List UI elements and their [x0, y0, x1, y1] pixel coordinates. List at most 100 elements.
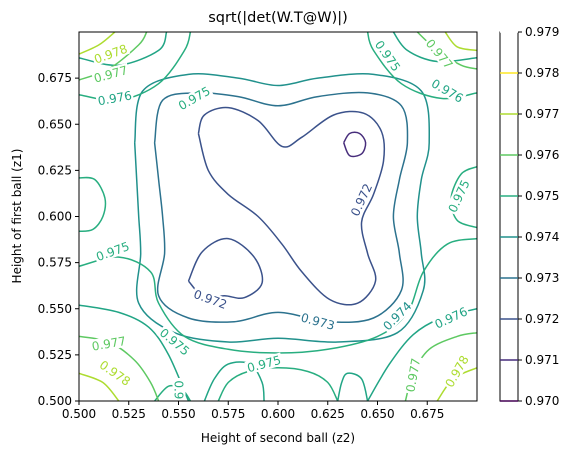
contour-line-0.975 [79, 237, 477, 354]
contour-label: 0.975 [174, 83, 214, 113]
contour-label-bg [91, 62, 131, 85]
colorbar-tick-label: 0.979 [525, 25, 559, 39]
colorbar-tick-label: 0.978 [525, 66, 559, 80]
y-axis-label: Height of first ball (z1) [10, 149, 24, 284]
y-tick-label: 0.575 [38, 256, 72, 270]
contour-line-0.975 [79, 32, 192, 102]
colorbar-tick-label: 0.976 [525, 148, 559, 162]
contour-lines [79, 32, 477, 401]
x-axis-label: Height of second ball (z2) [201, 431, 355, 445]
contour-line-0.978 [79, 32, 116, 55]
contour-label-bg [298, 310, 338, 333]
contour-label-bg [244, 352, 284, 375]
contour-label-bg [91, 41, 131, 67]
chart-title: sqrt(|det(W.T@W)|) [208, 10, 348, 26]
contour-label-text: 0.9 [172, 380, 186, 399]
contour-label: 0.975 [93, 238, 133, 264]
colorbar-tick-label: 0.972 [525, 312, 559, 326]
contour-label: 0.975 [244, 352, 284, 375]
contour-label-text: 0.977 [403, 357, 423, 393]
contour-label: 0.9 [172, 377, 186, 402]
x-tick-label: 0.675 [410, 407, 444, 421]
y-tick-label: 0.625 [38, 163, 72, 177]
contour-label-bg [431, 303, 471, 332]
x-tick-label: 0.650 [360, 407, 394, 421]
y-tick-label: 0.600 [38, 210, 72, 224]
contour-line-0.978 [444, 32, 477, 52]
contour-label: 0.976 [95, 88, 135, 109]
contour-label-text: 0.975 [246, 353, 283, 375]
colorbar-tick-label: 0.974 [525, 230, 559, 244]
y-tick-label: 0.550 [38, 302, 72, 316]
x-tick-label: 0.550 [161, 407, 195, 421]
contour-label-bg [95, 88, 135, 108]
contour-label: 0.978 [96, 356, 134, 389]
contour-line-0.976 [336, 372, 369, 401]
contour-label-text: 0.973 [299, 310, 336, 332]
colorbar-tick-label: 0.970 [525, 394, 559, 408]
contour-label-bg [156, 324, 194, 359]
y-tick-label: 0.650 [38, 117, 72, 131]
colorbar-frame [499, 31, 519, 402]
contour-label-bg [174, 83, 214, 113]
contour-line-0.975 [79, 176, 107, 233]
contour-label-text: 0.977 [91, 334, 127, 354]
y-tick-label: 0.675 [38, 71, 72, 85]
contour-label-text: 0.976 [433, 304, 470, 331]
contour-label: 0.977 [403, 355, 423, 395]
x-axis: 0.500 0.525 0.550 0.575 0.600 0.625 0.650 0.675 [62, 401, 444, 421]
contour-label-text: 0.978 [97, 358, 133, 389]
contour-label-text: 0.972 [192, 287, 229, 312]
contour-line-0.971 [343, 131, 367, 158]
contour-label-text: 0.975 [157, 326, 192, 359]
plot-area: 0.978 0.977 0.976 0.975 0.975 0.977 0.976 0.972… [78, 31, 478, 402]
contour-line-0.972 [197, 106, 386, 306]
contour-label-text: 0.977 [423, 36, 456, 71]
contour-label-bg [347, 180, 375, 220]
x-tick-label: 0.625 [311, 407, 345, 421]
contour-line-0.973 [153, 91, 409, 324]
contour-label-text: 0.976 [429, 76, 466, 105]
contour-label-bg [96, 356, 134, 389]
contour-label-bg [441, 351, 472, 391]
contour-label: 0.976 [431, 303, 471, 332]
contour-label-bg [403, 355, 423, 395]
contour-label-bg [444, 176, 473, 216]
contour-label-bg [371, 36, 404, 75]
contour-label-text: 0.975 [445, 178, 472, 215]
contour-label-text: 0.975 [94, 239, 131, 264]
x-tick-label: 0.600 [261, 407, 295, 421]
contour-label-bg [428, 75, 467, 106]
y-tick-label: 0.525 [38, 348, 72, 362]
contour-label-bg [379, 298, 415, 334]
contour-label: 0.974 [379, 298, 415, 334]
x-tick-label: 0.500 [62, 407, 96, 421]
contour-label-bg [190, 286, 231, 312]
contour-label-bg [422, 35, 457, 73]
contour-label: 0.975 [444, 176, 473, 216]
contour-line-0.978 [79, 372, 120, 401]
contour-line-0.975 [217, 367, 339, 401]
contour-label-text: 0.974 [380, 299, 414, 333]
contour-label: 0.973 [298, 310, 338, 333]
y-tick-label: 0.500 [38, 394, 72, 408]
colorbar-tick-label: 0.973 [525, 271, 559, 285]
contour-label-text: 0.976 [97, 89, 133, 109]
y-axis: 0.500 0.525 0.550 0.575 0.600 0.625 0.650 0.675 [38, 71, 79, 408]
x-tick-label: 0.525 [112, 407, 146, 421]
contour-label-bg [89, 333, 129, 353]
contour-label: 0.977 [89, 333, 129, 354]
contour-label-bg [93, 238, 133, 264]
colorbar-tick-label: 0.971 [525, 353, 559, 367]
contour-label-bg [172, 377, 186, 402]
contour-line-0.976 [392, 32, 477, 63]
contour-line-0.976 [79, 304, 190, 401]
contour-label: 0.976 [428, 75, 467, 106]
colorbar: 0.970 0.971 0.972 0.973 0.974 0.975 0.976 0.977… [499, 25, 559, 408]
colorbar-tick-label: 0.977 [525, 107, 559, 121]
colorbar-tick-label: 0.975 [525, 189, 559, 203]
contour-label-text: 0.975 [176, 84, 213, 113]
contour-label: 0.972 [190, 286, 231, 312]
